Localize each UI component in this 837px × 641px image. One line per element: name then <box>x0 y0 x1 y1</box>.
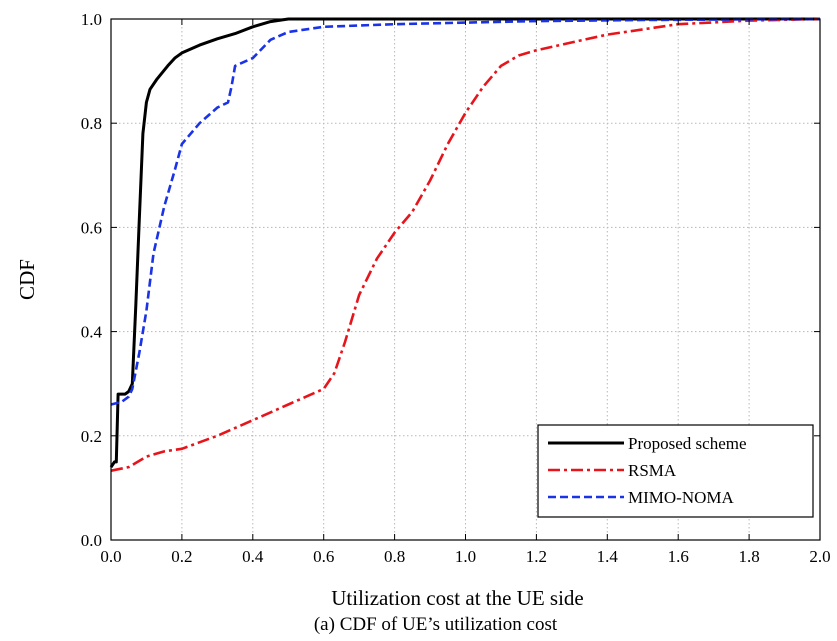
y-tick-label: 0.4 <box>81 323 103 342</box>
y-axis-label: CDF <box>15 259 39 300</box>
x-tick-label: 1.8 <box>738 547 759 566</box>
series-layer <box>109 17 821 472</box>
legend: Proposed scheme RSMA MIMO-NOMA <box>537 424 814 518</box>
x-axis-label: Utilization cost at the UE side <box>331 586 584 610</box>
series-line-proposed-scheme <box>109 17 820 468</box>
figure-caption: (a) CDF of UE’s utilization cost <box>314 614 558 635</box>
y-tick-label: 1.0 <box>81 10 102 29</box>
x-tick-label: 1.6 <box>668 547 689 566</box>
x-tick-label: 0.0 <box>100 547 121 566</box>
x-tick-label: 0.6 <box>313 547 334 566</box>
x-tick-label: 0.2 <box>171 547 192 566</box>
grid-lines <box>111 19 820 540</box>
x-tick-label: 0.4 <box>242 547 264 566</box>
legend-label: Proposed scheme <box>628 434 747 453</box>
y-tick-label: 0.8 <box>81 114 102 133</box>
legend-label: RSMA <box>628 461 677 480</box>
x-tick-label: 2.0 <box>809 547 830 566</box>
x-tick-label: 0.8 <box>384 547 405 566</box>
series-line-rsma <box>110 17 821 472</box>
y-tick-label: 0.0 <box>81 531 102 550</box>
x-tick-label: 1.0 <box>455 547 476 566</box>
y-tick-label: 0.2 <box>81 427 102 446</box>
x-tick-label: 1.4 <box>597 547 619 566</box>
legend-box <box>537 424 814 518</box>
x-tick-label: 1.2 <box>526 547 547 566</box>
y-tick-label: 0.6 <box>81 218 102 237</box>
legend-label: MIMO-NOMA <box>628 488 735 507</box>
axis-ticks: 0.0 0.2 0.4 0.6 0.8 1.0 1.2 1.4 1.6 1.8 2.0 0.0 0.2 0… <box>81 10 831 566</box>
